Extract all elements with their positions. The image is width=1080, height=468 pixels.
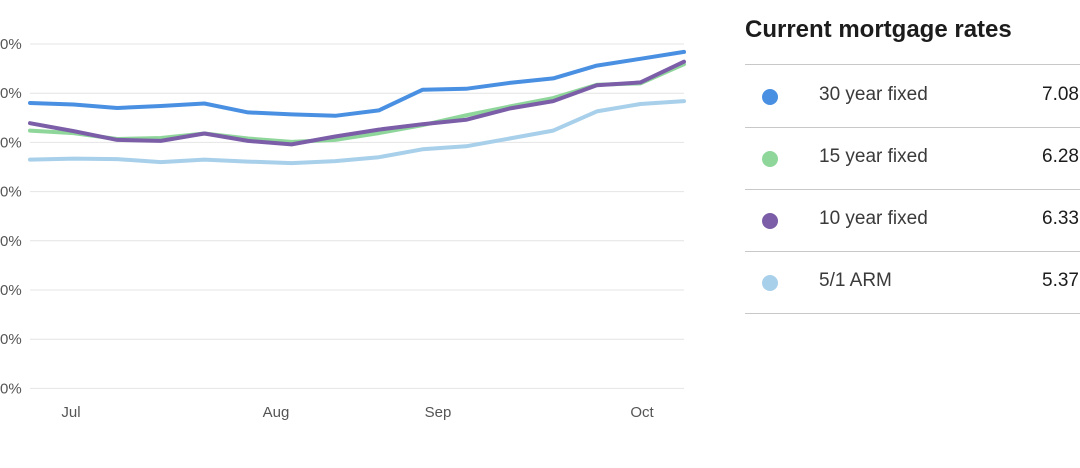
rate-label: 5/1 ARM [819,270,892,291]
rate-row-10-year-fixed: 10 year fixed 6.33 [745,189,1080,252]
rate-row-15-year-fixed: 15 year fixed 6.28 [745,127,1080,190]
grid-lines [30,43,684,389]
series-dot-icon [762,275,778,291]
rate-label: 10 year fixed [819,208,928,229]
x-tick-label: Oct [630,404,654,421]
series-line-5-1-arm [28,99,686,166]
y-tick-label: 0% [0,331,22,348]
current-rates-panel: Current mortgage rates 30 year fixed 7.0… [745,0,1080,468]
y-tick-label: 0% [0,380,22,397]
series-line-15-year-fixed [28,62,686,144]
series-line-10-year-fixed [28,59,686,147]
rate-value: 6.33 [1042,208,1079,229]
y-tick-label: 0% [0,36,22,53]
rate-label: 30 year fixed [819,84,928,105]
y-tick-label: 0% [0,282,22,299]
series-dot-icon [762,213,778,229]
series-dot-icon [762,89,778,105]
rate-row-30-year-fixed: 30 year fixed 7.08 [745,64,1080,128]
x-tick-label: Jul [61,404,80,421]
panel-title: Current mortgage rates [745,16,1012,43]
series-line-30-year-fixed [28,49,686,118]
rate-value: 7.08 [1042,84,1079,105]
x-axis-ticks: Jul Aug Sep Oct [61,404,654,421]
y-axis-ticks: 0% 0% 0% 0% 0% 0% 0% 0% [0,36,22,397]
y-tick-label: 0% [0,233,22,250]
mortgage-rate-chart: 0% 0% 0% 0% 0% 0% 0% 0% Jul Aug Sep Oct [0,36,686,421]
rate-value: 5.37 [1042,270,1079,291]
x-tick-label: Sep [425,404,452,421]
rate-value: 6.28 [1042,146,1079,167]
y-tick-label: 0% [0,85,22,102]
y-tick-label: 0% [0,134,22,151]
series-lines [28,49,686,166]
y-tick-label: 0% [0,184,22,201]
rate-label: 15 year fixed [819,146,928,167]
x-tick-label: Aug [263,404,290,421]
rate-row-5-1-arm: 5/1 ARM 5.37 [745,251,1080,314]
series-dot-icon [762,151,778,167]
